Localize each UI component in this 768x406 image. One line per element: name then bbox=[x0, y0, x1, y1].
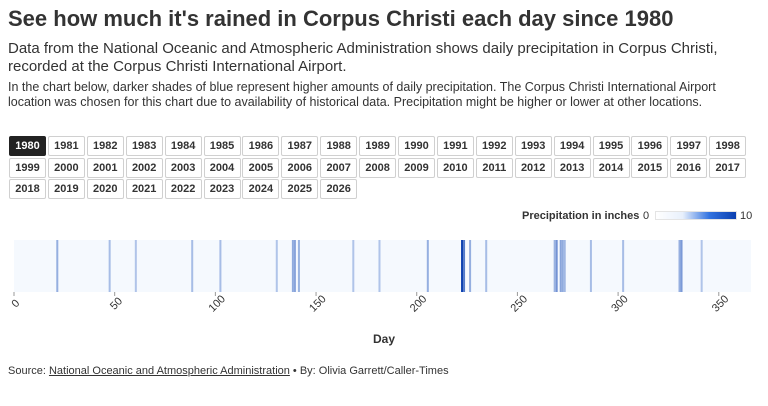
x-tick-label: 250 bbox=[509, 293, 530, 314]
heatmap-cell bbox=[426, 240, 429, 292]
heatmap-cell bbox=[553, 240, 556, 292]
x-tick-label: 50 bbox=[108, 295, 125, 312]
x-axis-title: Day bbox=[373, 332, 396, 346]
year-button-1987[interactable]: 1987 bbox=[281, 136, 319, 156]
source-prefix: Source: bbox=[8, 365, 49, 377]
heatmap-cell bbox=[293, 240, 296, 292]
year-button-1986[interactable]: 1986 bbox=[242, 136, 280, 156]
year-button-1999[interactable]: 1999 bbox=[9, 157, 46, 178]
heatmap-cell bbox=[291, 240, 294, 292]
page-title: See how much it's rained in Corpus Chris… bbox=[8, 6, 674, 31]
heatmap-cell bbox=[589, 240, 592, 292]
year-button-1990[interactable]: 1990 bbox=[398, 136, 435, 156]
heatmap-cell bbox=[108, 240, 111, 292]
source-byline: • By: Olivia Garrett/Caller-Times bbox=[289, 365, 449, 377]
x-tick-label: 350 bbox=[710, 293, 731, 314]
year-button-2015[interactable]: 2015 bbox=[631, 157, 669, 178]
year-button-2020[interactable]: 2020 bbox=[86, 179, 124, 199]
x-tick-label: 100 bbox=[207, 293, 228, 314]
x-tick-label: 0 bbox=[9, 297, 22, 310]
x-tick-label: 200 bbox=[408, 293, 429, 314]
year-button-2019[interactable]: 2019 bbox=[47, 179, 85, 199]
year-button-1993[interactable]: 1993 bbox=[514, 136, 552, 156]
year-button-1984[interactable]: 1984 bbox=[164, 136, 202, 156]
year-button-2014[interactable]: 2014 bbox=[592, 157, 630, 178]
year-button-2022[interactable]: 2022 bbox=[164, 179, 202, 199]
heatmap-cell bbox=[622, 240, 625, 292]
heatmap-cell bbox=[219, 240, 222, 292]
heatmap-cell bbox=[352, 240, 355, 292]
chart-note: In the chart below, darker shades of blu… bbox=[8, 80, 716, 109]
year-button-2003[interactable]: 2003 bbox=[164, 157, 202, 178]
heatmap-cell bbox=[463, 240, 466, 292]
year-button-2001[interactable]: 2001 bbox=[86, 157, 124, 178]
year-button-2000[interactable]: 2000 bbox=[47, 157, 85, 178]
heatmap-cell bbox=[275, 240, 278, 292]
year-button-2005[interactable]: 2005 bbox=[242, 157, 280, 178]
year-button-2002[interactable]: 2002 bbox=[125, 157, 163, 178]
legend-color-scale bbox=[655, 211, 737, 220]
year-button-1988[interactable]: 1988 bbox=[320, 136, 358, 156]
heatmap-cell bbox=[559, 240, 562, 292]
year-button-2018[interactable]: 2018 bbox=[9, 179, 46, 199]
year-button-1998[interactable]: 1998 bbox=[709, 136, 747, 156]
year-button-1983[interactable]: 1983 bbox=[125, 136, 163, 156]
legend-title: Precipitation in inches bbox=[522, 210, 640, 222]
year-button-2009[interactable]: 2009 bbox=[398, 157, 435, 178]
source-link[interactable]: National Oceanic and Atmospheric Adminis… bbox=[48, 365, 290, 377]
year-button-1982[interactable]: 1982 bbox=[86, 136, 124, 156]
x-tick-label: 150 bbox=[307, 293, 328, 314]
heatmap-chart: 0 50 100 150 200 250 300 350 bbox=[9, 240, 751, 315]
heatmap-cell bbox=[555, 240, 558, 292]
x-tick-label: 300 bbox=[609, 293, 630, 314]
legend-max-label: 10 bbox=[740, 210, 753, 222]
heatmap-background bbox=[14, 240, 751, 292]
year-button-2008[interactable]: 2008 bbox=[359, 157, 397, 178]
year-button-1985[interactable]: 1985 bbox=[203, 136, 241, 156]
year-button-1989[interactable]: 1989 bbox=[359, 136, 397, 156]
heatmap-cell bbox=[678, 240, 681, 292]
year-button-1980[interactable]: 1980 bbox=[9, 136, 46, 156]
year-button-2013[interactable]: 2013 bbox=[553, 157, 591, 178]
source-line: Source: National Oceanic and Atmospheric… bbox=[8, 365, 449, 377]
heatmap-cell bbox=[469, 240, 472, 292]
year-button-2011[interactable]: 2011 bbox=[475, 157, 513, 178]
year-button-2010[interactable]: 2010 bbox=[436, 157, 474, 178]
heatmap-cell bbox=[680, 240, 683, 292]
year-button-1981[interactable]: 1981 bbox=[47, 136, 85, 156]
year-button-2025[interactable]: 2025 bbox=[281, 179, 319, 199]
year-button-1995[interactable]: 1995 bbox=[592, 136, 630, 156]
heatmap-cell bbox=[378, 240, 381, 292]
year-button-2007[interactable]: 2007 bbox=[320, 157, 358, 178]
year-button-2024[interactable]: 2024 bbox=[242, 179, 280, 199]
year-button-2004[interactable]: 2004 bbox=[203, 157, 241, 178]
year-button-1994[interactable]: 1994 bbox=[553, 136, 591, 156]
heatmap-cell bbox=[485, 240, 488, 292]
year-button-2006[interactable]: 2006 bbox=[281, 157, 319, 178]
year-button-2017[interactable]: 2017 bbox=[709, 157, 747, 178]
year-button-1997[interactable]: 1997 bbox=[670, 136, 708, 156]
year-button-2026[interactable]: 2026 bbox=[320, 179, 358, 199]
heatmap-cell bbox=[700, 240, 703, 292]
heatmap-cell bbox=[191, 240, 194, 292]
year-button-2012[interactable]: 2012 bbox=[514, 157, 552, 178]
year-button-1992[interactable]: 1992 bbox=[475, 136, 513, 156]
year-button-2021[interactable]: 2021 bbox=[125, 179, 163, 199]
heatmap-cell bbox=[563, 240, 566, 292]
year-button-2016[interactable]: 2016 bbox=[670, 157, 708, 178]
legend-min-label: 0 bbox=[643, 210, 650, 222]
heatmap-cell bbox=[56, 240, 59, 292]
year-button-2023[interactable]: 2023 bbox=[203, 179, 241, 199]
heatmap-cell bbox=[134, 240, 137, 292]
page-subtitle: Data from the National Oceanic and Atmos… bbox=[8, 40, 718, 75]
heatmap-cell bbox=[461, 240, 464, 292]
year-button-1991[interactable]: 1991 bbox=[436, 136, 474, 156]
heatmap-cell bbox=[297, 240, 300, 292]
heatmap-cell bbox=[561, 240, 564, 292]
year-button-1996[interactable]: 1996 bbox=[631, 136, 669, 156]
